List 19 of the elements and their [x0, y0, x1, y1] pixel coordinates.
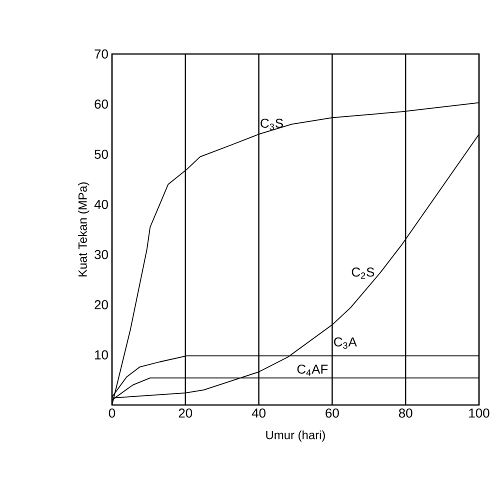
- x-axis-title: Umur (hari): [266, 430, 325, 442]
- x-tick-label: 80: [398, 408, 412, 418]
- y-tick-label: 40: [94, 200, 108, 210]
- y-tick-label: 70: [94, 49, 108, 59]
- x-tick-label: 0: [108, 408, 116, 418]
- x-tick-label: 20: [178, 408, 192, 418]
- series-label: C$_{3}$S: [260, 118, 283, 130]
- series-label: C$_{3}$A: [334, 337, 357, 349]
- y-tick-label: 30: [94, 250, 108, 260]
- y-axis-title: Kuat Tekan (MPa): [78, 182, 90, 276]
- series-label: C$_{4}$AF: [297, 364, 328, 376]
- y-tick-label: 50: [94, 150, 108, 159]
- x-tick-label: 60: [326, 408, 339, 418]
- x-tick-label: 100: [469, 408, 490, 418]
- series-label: C$_{2}$S: [352, 267, 374, 279]
- y-tick-label: 20: [94, 300, 108, 310]
- y-tick-label: 60: [94, 100, 108, 109]
- x-tick-label: 40: [252, 408, 266, 418]
- y-tick-label: 10: [95, 350, 108, 360]
